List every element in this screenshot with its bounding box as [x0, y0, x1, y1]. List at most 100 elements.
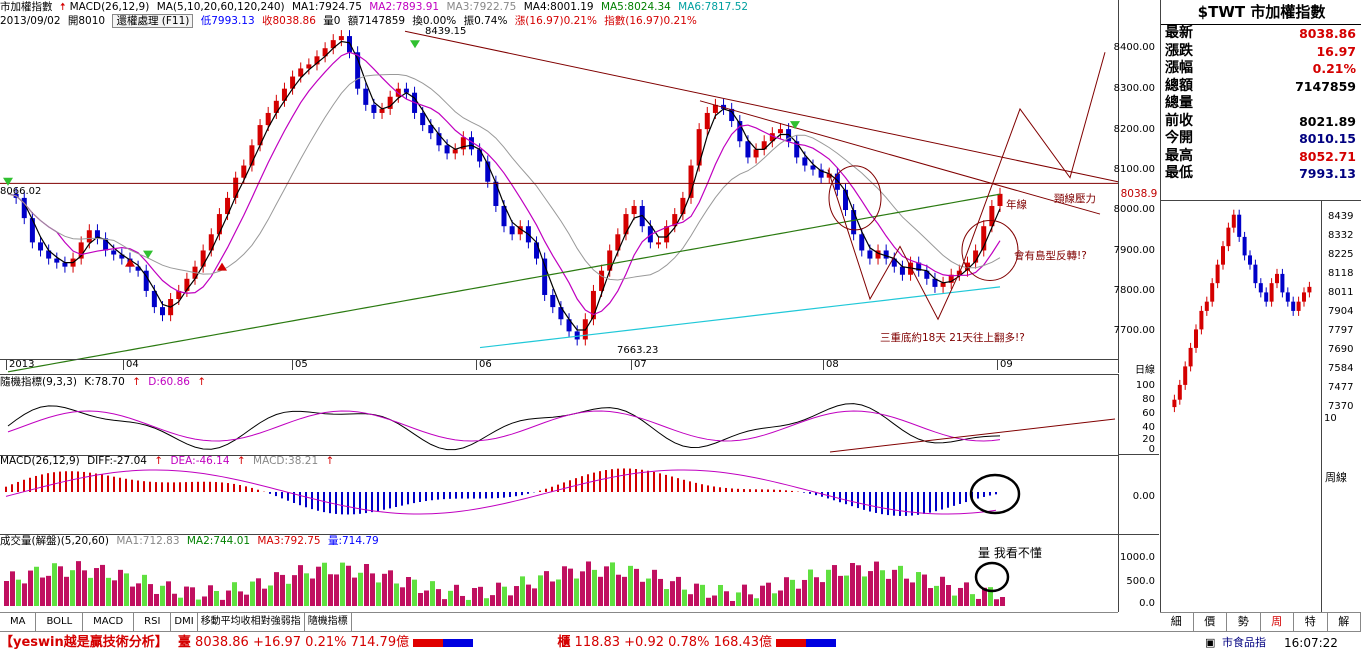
volume-bar [250, 582, 255, 606]
mini-candle [1259, 283, 1263, 292]
candle-body [363, 89, 368, 105]
ma2-value: MA2:7893.91 [369, 1, 439, 13]
candle-body [233, 178, 238, 198]
side-tab[interactable]: 特 [1294, 613, 1328, 631]
ytick: 8100.00 [1114, 164, 1155, 175]
side-tab[interactable]: 勢 [1227, 613, 1261, 631]
volume-bar [898, 566, 903, 606]
mini-candle [1210, 283, 1214, 302]
mini-ytick: 7477 [1328, 382, 1353, 393]
volume-bar [514, 586, 519, 606]
volume-bar [412, 580, 417, 606]
volume-bar [628, 566, 633, 606]
kd-chart [0, 375, 1118, 455]
quote-label: 漲幅 [1165, 60, 1193, 78]
candle-body [347, 36, 352, 52]
volume-bar [754, 598, 759, 606]
volume-bar [808, 570, 813, 606]
quote-value: 16.97 [1316, 43, 1356, 61]
side-tab[interactable]: 細 [1160, 613, 1194, 631]
volume-bar [400, 587, 405, 606]
volume-bar [814, 577, 819, 606]
volume-bar [718, 585, 723, 606]
kd-panel[interactable]: 隨機指標(9,3,3) K:78.70 ↑ D:60.86 ↑ [0, 374, 1118, 456]
candle-body [493, 182, 498, 206]
volume-bar [910, 582, 915, 606]
volume-bar [232, 582, 237, 606]
quote-label: 最新 [1165, 25, 1193, 43]
volume-bar [94, 568, 99, 606]
adjust-button[interactable]: 還權處理 (F11) [112, 14, 193, 28]
price-chart[interactable] [0, 28, 1118, 373]
twse-name: 臺 [178, 635, 191, 650]
ma5-value: MA5:8024.34 [601, 1, 671, 13]
indicator-tab[interactable]: 隨機指標 [305, 613, 352, 631]
ytick: 80 [1142, 394, 1155, 405]
candle-body [87, 230, 92, 242]
volume-bar [610, 562, 615, 606]
circle-annotation [962, 220, 1018, 280]
mini-candle [1237, 215, 1241, 237]
volume-bar [460, 596, 465, 606]
macd-y-axis: 0.00 [1118, 454, 1159, 535]
indicator-tab[interactable]: MACD [83, 613, 134, 631]
high-price-label: 8439.15 [425, 26, 466, 37]
mini-ytick: 8332 [1328, 230, 1353, 241]
x-label: 06 [476, 359, 492, 370]
volume-bar [634, 569, 639, 606]
candle-body [38, 242, 43, 250]
quote-value: 8010.15 [1299, 130, 1356, 148]
volume-bar [736, 592, 741, 606]
ma-line [8, 75, 1000, 280]
volume-bar [88, 578, 93, 606]
left-price-label: 8066.02 [0, 186, 41, 197]
side-tab[interactable]: 價 [1194, 613, 1228, 631]
news-icon[interactable]: ▣ [1205, 632, 1215, 654]
macd-panel[interactable]: MACD(26,12,9) DIFF:-27.04 ↑ DEA:-46.14 ↑… [0, 454, 1118, 535]
volume-bar [256, 578, 261, 606]
volume-bar [964, 582, 969, 606]
candle-body [851, 210, 856, 234]
ytick: 7700.00 [1114, 325, 1155, 336]
quote-title: $TWT 市加權指數 [1161, 0, 1361, 25]
volume-bar [310, 579, 315, 606]
candle-body [420, 113, 425, 125]
indicator-tab[interactable]: MA [0, 613, 36, 631]
side-tab[interactable]: 解 [1328, 613, 1361, 631]
volume-bar [766, 583, 771, 606]
dea-line [6, 470, 996, 514]
volume-bar [616, 575, 621, 606]
indicator-tab[interactable]: RSI [134, 613, 171, 631]
volume-bar [142, 575, 147, 606]
candle-body [705, 113, 710, 129]
volume-bar [832, 565, 837, 606]
news-ticker[interactable]: 市食品指 [1222, 632, 1266, 654]
side-tab[interactable]: 周 [1261, 613, 1295, 631]
volume-bar [16, 580, 21, 606]
volume-bar [712, 596, 717, 606]
kd-trendline [830, 419, 1115, 452]
volume-bar [652, 570, 657, 606]
volume-bar [598, 577, 603, 606]
volume-bar [568, 569, 573, 606]
mini-ytick: 7797 [1328, 325, 1353, 336]
indicator-tab[interactable]: DMI [171, 613, 197, 631]
volume-bar [772, 593, 777, 606]
volume-bar [454, 585, 459, 606]
volume-bar [796, 589, 801, 606]
volume-bar [76, 561, 81, 606]
volume-bar [190, 587, 195, 606]
change-label: 漲(16.97)0.21% [515, 15, 597, 27]
volume-bar [346, 566, 351, 606]
volume-panel[interactable]: 成交量(解盤)(5,20,60) MA1:712.83 MA2:744.01 M… [0, 534, 1118, 613]
close-label: 收8038.86 [262, 15, 316, 27]
indicator-tab[interactable]: BOLL [36, 613, 83, 631]
mini-candle [1189, 348, 1193, 367]
indicator-tab[interactable]: 移動平均收相對強弱指 [198, 613, 305, 631]
